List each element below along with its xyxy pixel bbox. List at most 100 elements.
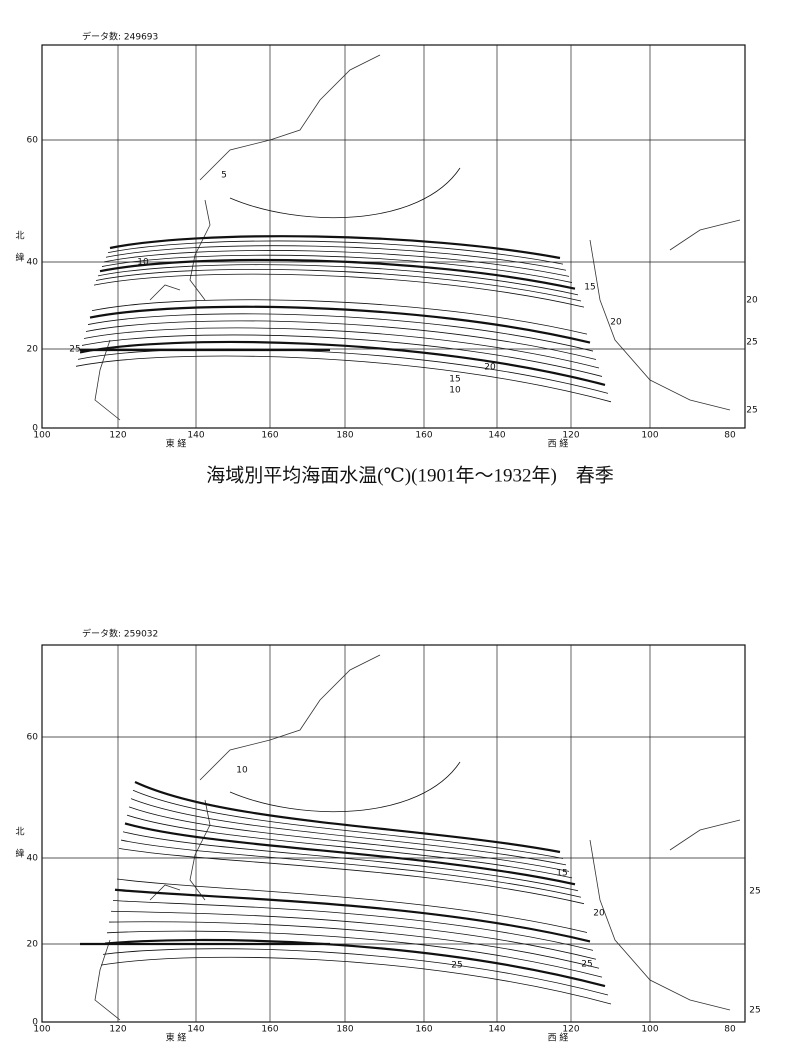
- isotherm: [112, 900, 594, 951]
- latitude-label: 20: [27, 940, 39, 950]
- isotherm: [79, 340, 606, 386]
- latitude-label: 20: [27, 345, 39, 355]
- latitude-label: 60: [27, 136, 39, 146]
- data-count: データ数: 259032: [82, 628, 158, 640]
- isotherm: [102, 948, 609, 996]
- isotherm: [95, 269, 582, 302]
- latitude-label: 40: [27, 258, 39, 268]
- contour-label: 25: [746, 406, 757, 416]
- isotherm: [120, 839, 582, 898]
- contour-label: 25: [746, 338, 757, 348]
- isotherm: [229, 167, 461, 219]
- longitude-label: 120: [562, 431, 579, 441]
- west-label: 西 経: [548, 438, 569, 450]
- west-label: 西 経: [548, 1032, 569, 1044]
- isotherm: [124, 822, 576, 886]
- isotherm: [105, 245, 567, 271]
- longitude-label: 80: [724, 431, 736, 441]
- longitude-label: 160: [261, 1025, 278, 1035]
- coastline: [94, 54, 741, 421]
- isotherm: [81, 334, 603, 377]
- contour-label: 10: [236, 766, 248, 776]
- isotherm: [93, 273, 585, 308]
- contour-label: 15: [449, 375, 460, 385]
- longitude-label: 100: [641, 431, 658, 441]
- longitude-label: 180: [336, 1025, 353, 1035]
- isotherm: [122, 831, 579, 892]
- contour-label: 20: [484, 363, 496, 373]
- longitude-label: 120: [562, 1025, 579, 1035]
- contour-label: 25: [451, 961, 462, 971]
- contour-label: 15: [584, 283, 595, 293]
- longitude-label: 140: [488, 1025, 505, 1035]
- isotherm: [100, 956, 612, 1005]
- contour-label: 25: [69, 345, 80, 355]
- isotherm: [130, 798, 567, 866]
- coastline: [94, 654, 741, 1021]
- isotherm: [103, 250, 570, 277]
- longitude-label: 100: [641, 1025, 658, 1035]
- latitude-label: 40: [27, 854, 39, 864]
- north-label: 北: [15, 827, 24, 838]
- caption: 海域別平均海面水温(℃)(1901年～1932年) 春季: [206, 464, 614, 486]
- contour-label: 20: [746, 296, 758, 306]
- isotherm: [87, 313, 594, 352]
- isotherm: [97, 264, 579, 296]
- longitude-label: 160: [261, 431, 278, 441]
- isotherm: [83, 327, 600, 369]
- longitude-label: 180: [336, 431, 353, 441]
- isotherm: [75, 355, 612, 403]
- isotherm: [85, 320, 597, 360]
- isotherm: [109, 235, 561, 260]
- longitude-label: 140: [488, 431, 505, 441]
- isotherm: [99, 258, 576, 290]
- data-count: データ数: 249693: [82, 31, 158, 43]
- latitude-label: 0: [32, 424, 38, 434]
- isotherm: [116, 878, 588, 933]
- contour-label: 10: [449, 386, 461, 396]
- longitude-label: 140: [187, 1025, 204, 1035]
- longitude-label: 120: [109, 431, 126, 441]
- isotherm: [108, 921, 600, 969]
- isotherm: [110, 910, 597, 960]
- contour-label: 20: [593, 909, 605, 919]
- isotherm: [128, 806, 570, 872]
- isotherm: [89, 305, 591, 344]
- isotherm: [114, 888, 591, 943]
- longitude-label: 160: [415, 1025, 432, 1035]
- longitude-label: 80: [724, 1025, 736, 1035]
- contour-label: 20: [610, 318, 622, 328]
- isotherm: [106, 930, 603, 978]
- longitude-label: 100: [33, 1025, 50, 1035]
- latitude-label: 0: [32, 1018, 38, 1028]
- contour-label: 25: [581, 960, 592, 970]
- east-label: 東 経: [166, 438, 187, 450]
- longitude-label: 160: [415, 431, 432, 441]
- longitude-label: 100: [33, 431, 50, 441]
- north-label: 緯: [15, 252, 24, 264]
- isotherm: [134, 781, 561, 854]
- contour-label: 10: [137, 258, 149, 268]
- isotherm: [101, 254, 573, 283]
- longitude-label: 140: [187, 431, 204, 441]
- contour-label: 5: [221, 171, 227, 181]
- isotherm: [91, 299, 588, 335]
- map-frame: [41, 44, 746, 429]
- coastlines: [94, 54, 741, 1021]
- north-label: 緯: [15, 848, 24, 860]
- north-label: 北: [15, 231, 24, 242]
- longitude-label: 120: [109, 1025, 126, 1035]
- latitude-label: 60: [27, 733, 39, 743]
- east-label: 東 経: [166, 1032, 187, 1044]
- isotherm: [118, 847, 585, 905]
- isotherm: [229, 761, 461, 813]
- isotherm: [107, 240, 564, 265]
- contour-label: 25: [749, 887, 760, 897]
- contour-label: 15: [556, 869, 567, 879]
- isotherm: [126, 814, 573, 879]
- contour-label: 25: [749, 1006, 760, 1016]
- isotherm: [132, 789, 564, 859]
- map-frame: [41, 644, 746, 1023]
